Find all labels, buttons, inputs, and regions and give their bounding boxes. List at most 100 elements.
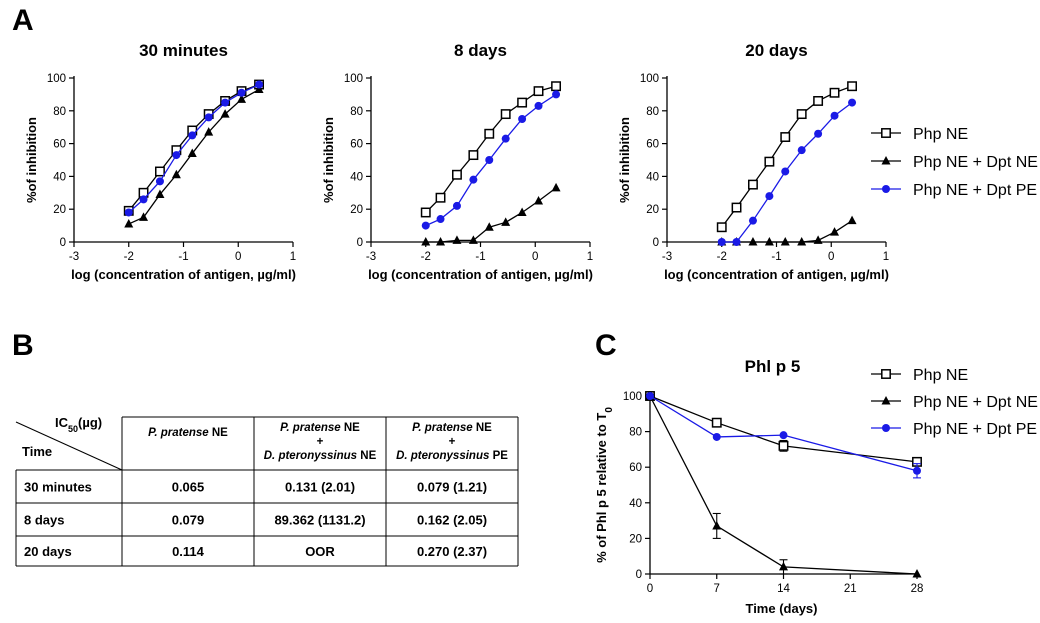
y-tick-label: 100	[344, 73, 363, 85]
legend-label: Php NE	[913, 126, 968, 143]
y-tick-label: 0	[60, 237, 66, 249]
data-point	[779, 561, 788, 571]
table-header-2-line3-part: NE	[357, 450, 377, 462]
panel-letter-c: C	[595, 329, 617, 362]
table-header-1-part: P. pratense	[148, 427, 209, 439]
legend-marker	[881, 369, 891, 379]
data-point	[155, 189, 165, 198]
data-point	[748, 179, 758, 190]
chart-title: 20 days	[745, 41, 807, 60]
data-point	[124, 208, 133, 217]
y-tick-label: 100	[640, 73, 659, 85]
legend-item-dpt-pe: Php NE + Dpt PE	[871, 182, 1037, 199]
table-header-2-line2: +	[317, 436, 324, 448]
data-point	[452, 169, 462, 180]
data-point	[501, 217, 511, 226]
data-point	[814, 129, 823, 138]
y-tick-label: 100	[623, 391, 642, 403]
table-header-3-line3: D. pteronyssinus PE	[396, 450, 508, 462]
y-axis-label: % of Phl p 5 relative to T0	[594, 407, 615, 563]
data-point	[912, 569, 922, 578]
x-tick-label: -3	[366, 251, 376, 263]
data-point	[517, 97, 528, 108]
y-tick-label: 80	[350, 106, 363, 118]
chart-1: 0 20 40 60 80 100 -3 -2 -1 0 1 30 minutes log (conce…	[24, 41, 296, 282]
table-cell: 0.065	[172, 480, 205, 495]
data-point	[551, 182, 561, 192]
data-point	[829, 87, 840, 98]
y-tick-label: 40	[646, 171, 659, 183]
table-header-1-part: NE	[209, 427, 229, 439]
data-point	[171, 169, 181, 179]
data-point	[172, 151, 181, 160]
data-point	[204, 127, 214, 136]
data-point	[780, 237, 790, 246]
x-tick-label: -2	[421, 251, 431, 263]
table-header-3-line2: +	[449, 436, 456, 448]
data-point	[780, 132, 791, 142]
data-point	[913, 466, 921, 475]
legend-item-dpt-pe: Php NE + Dpt PE	[871, 421, 1037, 438]
data-point	[469, 175, 478, 184]
series-dpt-pe	[124, 80, 264, 217]
data-point	[204, 113, 213, 122]
x-tick-label: 1	[587, 251, 593, 263]
x-tick-label: -2	[717, 251, 727, 263]
data-point	[237, 88, 246, 97]
data-point	[797, 146, 806, 155]
data-point	[778, 440, 789, 451]
data-point	[830, 111, 839, 120]
data-point	[155, 177, 164, 186]
chart-title: 8 days	[454, 41, 507, 60]
table-header-3-line1-part: P. pratense	[412, 422, 473, 434]
table-header-2-line1-part: NE	[341, 422, 361, 434]
data-point	[420, 207, 431, 218]
series-line	[649, 395, 918, 472]
y-tick-label: 20	[53, 204, 66, 216]
table-cell: 89.362 (1131.2)	[274, 513, 365, 528]
y-tick-label: 40	[629, 498, 642, 510]
data-point	[765, 192, 774, 201]
x-tick-label: -1	[178, 251, 188, 263]
data-point	[813, 96, 824, 106]
table-cell: 0.162 (2.05)	[417, 513, 487, 528]
data-point	[501, 134, 510, 143]
chart-title: 30 minutes	[139, 41, 228, 60]
data-point	[254, 84, 264, 93]
chart-4: 0 20 40 60 80 100 0 7 14 21 28 Phl p 5 Time (days) % …	[594, 357, 923, 616]
legend-label: Php NE + Dpt NE	[913, 154, 1038, 171]
data-point	[551, 81, 562, 92]
x-tick-label: 0	[235, 251, 241, 263]
x-tick-label: 14	[777, 583, 790, 595]
y-tick-label: 60	[646, 139, 659, 151]
legend-marker	[881, 128, 891, 138]
chart-2: 0 20 40 60 80 100 -3 -2 -1 0 1 8 days log (concentra…	[321, 41, 593, 282]
data-point	[188, 131, 197, 140]
legend-item-php-ne: Php NE	[871, 126, 968, 143]
x-tick-label: 1	[883, 251, 889, 263]
legend-label: Php NE + Dpt PE	[913, 182, 1037, 199]
table-cell: 0.079 (1.21)	[417, 480, 487, 495]
x-tick-label: -1	[771, 251, 781, 263]
table-row-time: 20 days	[24, 544, 72, 559]
y-axis-label-subscript: 0	[604, 407, 615, 413]
table-header-3-line1-part: NE	[473, 422, 493, 434]
chart-3: 0 20 40 60 80 100 -3 -2 -1 0 1 20 days log (concentr…	[617, 41, 889, 282]
y-tick-label: 40	[350, 171, 363, 183]
panel-letter-b: B	[12, 329, 34, 362]
corner-subscript: 50	[68, 424, 78, 434]
table-header-1: P. pratense NE	[148, 427, 228, 439]
x-tick-label: 28	[911, 583, 924, 595]
x-axis-label: log (concentration of antigen, µg/ml)	[664, 267, 889, 282]
legend-marker	[882, 185, 890, 193]
data-point	[124, 218, 134, 228]
data-point	[518, 115, 527, 123]
data-point	[748, 216, 757, 225]
table-cell: OOR	[305, 544, 335, 559]
data-point	[436, 215, 445, 224]
data-point	[436, 237, 446, 246]
corner-unit: (µg)	[78, 415, 102, 430]
corner-header-top: IC50(µg)	[55, 415, 102, 434]
table-diagonal	[15, 421, 123, 471]
x-axis-label: log (concentration of antigen, µg/ml)	[368, 267, 593, 282]
